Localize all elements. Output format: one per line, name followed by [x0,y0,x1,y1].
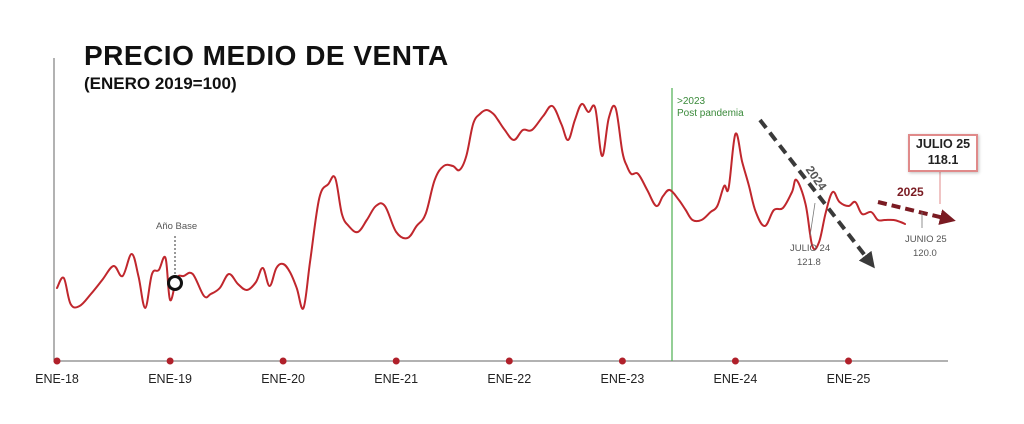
post-pandemic-label-1: >2023 [677,96,706,107]
x-tick-label: ENE-24 [714,372,758,386]
x-tick-dot [166,357,174,365]
x-tick-dot [392,357,400,365]
chart-title: PRECIO MEDIO DE VENTA [84,40,449,71]
x-tick-label: ENE-25 [827,372,871,386]
series-line [56,102,906,310]
trend-2024-label: 2024 [803,163,830,193]
x-tick-label: ENE-23 [601,372,645,386]
chart-subtitle: (ENERO 2019=100) [84,74,237,93]
junio25-label: JUNIO 25 [905,234,947,245]
x-tick-label: ENE-19 [148,372,192,386]
trend-2025-arrow [877,200,956,225]
x-tick-label: ENE-22 [487,372,531,386]
trend-2025-label: 2025 [897,185,924,199]
callout-value: 118.1 [927,153,959,167]
x-tick-dot [845,357,852,365]
junio25-value: 120.0 [913,248,937,259]
latest-value-callout: JULIO 25 118.1 [908,134,978,172]
x-tick-label: ENE-20 [261,372,305,386]
trend-2024-arrow [758,118,875,269]
x-tick-label: ENE-21 [374,372,418,386]
base-year-label: Año Base [156,221,197,232]
x-tick-dot [53,357,61,365]
x-axis-ticks: ENE-18 ENE-19 ENE-20 ENE-21 ENE-22 ENE-23 ENE-… [35,357,871,386]
julio24-value: 121.8 [797,257,821,268]
callout-label: JULIO 25 [915,137,971,151]
x-tick-dot [505,357,513,365]
x-tick-dot [618,357,626,365]
post-pandemic-label-2: Post pandemia [677,108,744,119]
x-tick-label: ENE-18 [35,372,79,386]
x-tick-dot [731,357,739,365]
base-year-marker [167,275,183,291]
julio24-leader [809,202,816,237]
julio24-label: JULIO 24 [790,243,830,254]
x-tick-dot [279,357,287,365]
